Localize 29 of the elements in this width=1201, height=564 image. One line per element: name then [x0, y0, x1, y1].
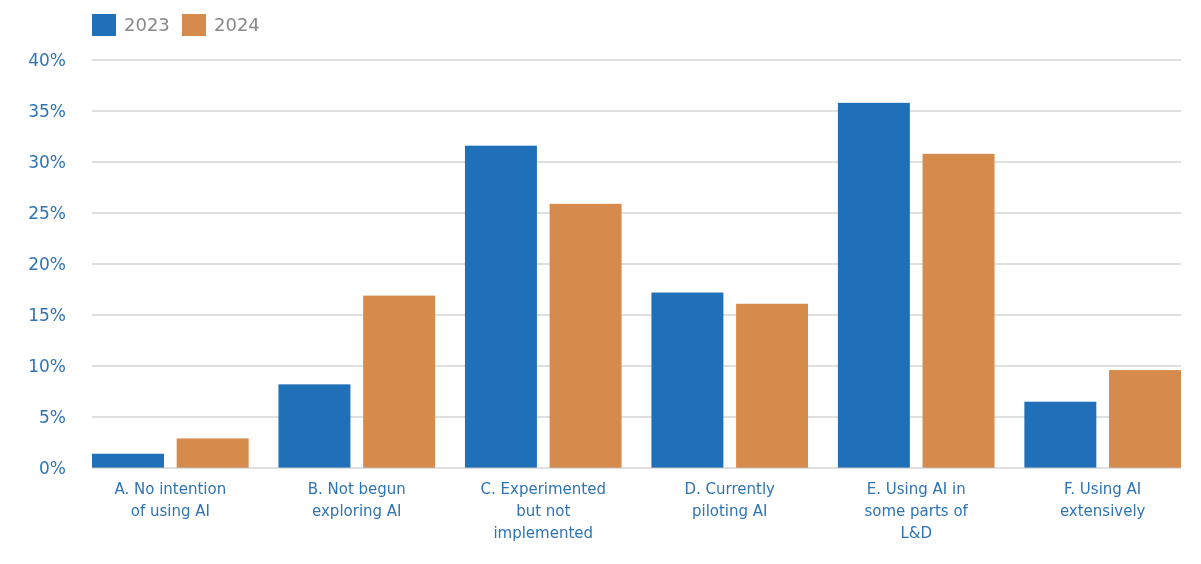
- y-tick-label: 35%: [28, 100, 66, 121]
- bar: [176, 438, 249, 468]
- bar: [549, 203, 622, 468]
- bar: [363, 295, 436, 468]
- y-tick-label: 20%: [28, 253, 66, 274]
- x-tick-label: A. No intention of using AI: [114, 480, 227, 520]
- bar: [92, 453, 164, 468]
- y-tick-label: 25%: [28, 202, 66, 223]
- bar: [1109, 370, 1181, 468]
- x-tick-label: C. Experimented but not implemented: [480, 480, 606, 542]
- y-tick-label: 15%: [28, 304, 66, 325]
- bar: [736, 303, 809, 468]
- bar: [464, 145, 537, 468]
- bar: [837, 102, 910, 468]
- y-tick-label: 5%: [39, 406, 66, 427]
- legend-label: 2023: [124, 14, 170, 36]
- x-tick-label: D. Currently piloting AI: [684, 480, 776, 520]
- bar: [651, 292, 724, 468]
- y-tick-label: 10%: [28, 355, 66, 376]
- x-tick-label: B. Not begun exploring AI: [307, 480, 406, 520]
- bar: [922, 153, 995, 468]
- x-tick-label: F. Using AI extensively: [1059, 480, 1146, 520]
- bar: [278, 384, 351, 468]
- bar: [1024, 401, 1097, 468]
- y-tick-label: 30%: [28, 151, 66, 172]
- y-tick-label: 40%: [28, 49, 66, 70]
- x-tick-label: E. Using AI in some parts of L&D: [864, 480, 969, 542]
- y-tick-label: 0%: [39, 457, 66, 478]
- legend-label: 2024: [214, 14, 260, 36]
